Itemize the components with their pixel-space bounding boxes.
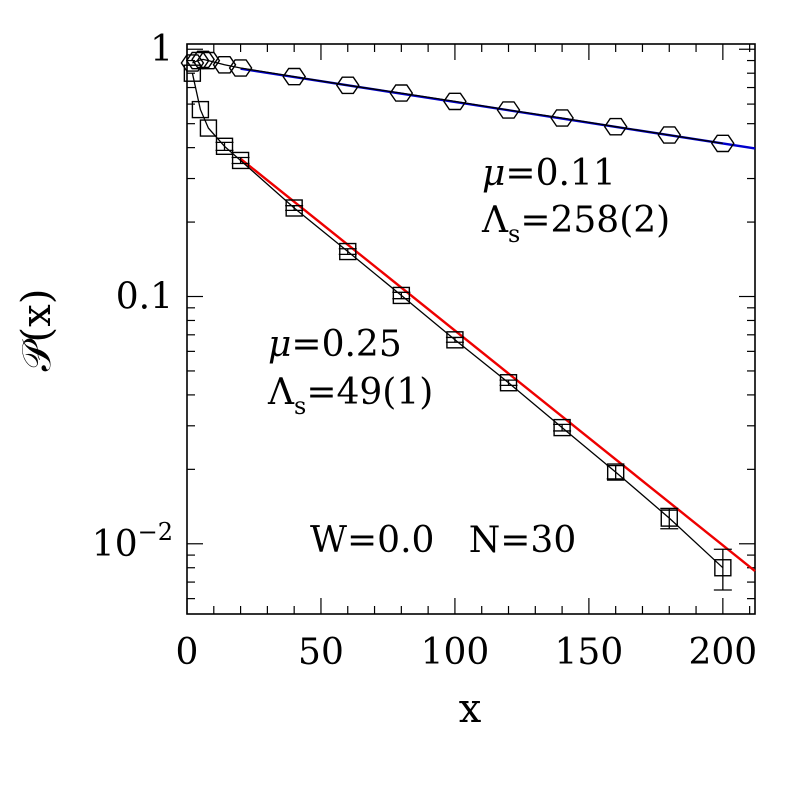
data-point-square: [191, 100, 210, 119]
y-tick-label: 10−2: [92, 518, 173, 565]
annotation-mu-1: μ=0.11: [482, 153, 616, 194]
annotation-mu-2-value: =0.25: [291, 324, 401, 365]
annotation-mu-1-symbol: μ: [482, 153, 505, 194]
data-point-hexagon: [443, 92, 467, 111]
data-point-hexagon: [389, 84, 414, 102]
data-point-hexagon: [603, 117, 628, 136]
annotation-mu-2: μ=0.25: [268, 324, 402, 365]
data-point-hexagon: [228, 59, 253, 77]
tick-labels: 0 50 100 150 200 1 0.1 10−2: [92, 29, 757, 673]
data-point-hexagon: [496, 101, 521, 119]
annotation-lambda-1-symbol: Λ: [481, 200, 509, 241]
data-point-hexagon: [335, 76, 360, 95]
data-point-hexagon: [710, 134, 735, 153]
data-point-hexagon: [212, 56, 237, 74]
annotation-lambda-1-sub: s: [508, 220, 520, 248]
data-point-hexagon: [657, 126, 682, 144]
x-tick-label: 50: [298, 632, 344, 673]
data-point-square: [183, 64, 202, 82]
fit-line-2: [239, 157, 756, 573]
data-point-square: [231, 151, 250, 170]
data-point-square: [499, 374, 518, 392]
y-tick-label-exponent: −2: [138, 518, 173, 546]
y-tick-label: 0.1: [116, 277, 173, 318]
annotation-lambda-1-value: =258(2): [520, 200, 670, 241]
annotation-mu-2-symbol: μ: [268, 324, 291, 365]
annotation-params: W=0.0 N=30: [310, 520, 576, 561]
x-tick-label: 200: [688, 632, 757, 673]
annotation-lambda-1: Λs=258(2): [481, 200, 670, 248]
data-point-hexagon: [180, 54, 205, 72]
y-tick-label: 1: [150, 29, 173, 70]
annotation-lambda-2-symbol: Λ: [267, 372, 295, 413]
data-point-square: [660, 509, 678, 527]
data-point-hexagon: [196, 51, 221, 70]
data-point-square: [714, 559, 732, 577]
plot-border: [186, 43, 756, 615]
data-point-square: [446, 331, 464, 349]
data-point-square: [285, 199, 303, 217]
data-point-square: [606, 463, 625, 481]
data-point-square: [339, 242, 357, 261]
data-point-square: [199, 119, 218, 137]
y-axis-label: 𝒫(x): [14, 289, 60, 372]
data-line-1: [192, 58, 723, 145]
annotation-lambda-2: Λs=49(1): [267, 372, 433, 420]
data-point-hexagon: [550, 109, 574, 127]
data-point-square: [553, 418, 571, 437]
x-tick-label: 0: [176, 632, 199, 673]
x-tick-label: 150: [555, 632, 624, 673]
y-tick-label-base: 10: [92, 524, 138, 565]
data-point-hexagon: [282, 67, 307, 86]
data-line-2: [191, 73, 724, 569]
annotation-lambda-2-sub: s: [294, 392, 306, 420]
x-axis-label: x: [459, 686, 482, 732]
fit-lines: [239, 67, 756, 573]
data-point-square: [392, 286, 411, 305]
data-points: [180, 50, 735, 591]
axis-ticks: [186, 44, 755, 614]
data-point-hexagon: [191, 50, 215, 69]
plot-frame: [186, 43, 756, 615]
x-tick-label: 100: [421, 632, 490, 673]
annotation-mu-1-value: =0.11: [505, 153, 615, 194]
data-point-square: [215, 137, 234, 156]
annotation-lambda-2-value: =49(1): [306, 372, 433, 413]
